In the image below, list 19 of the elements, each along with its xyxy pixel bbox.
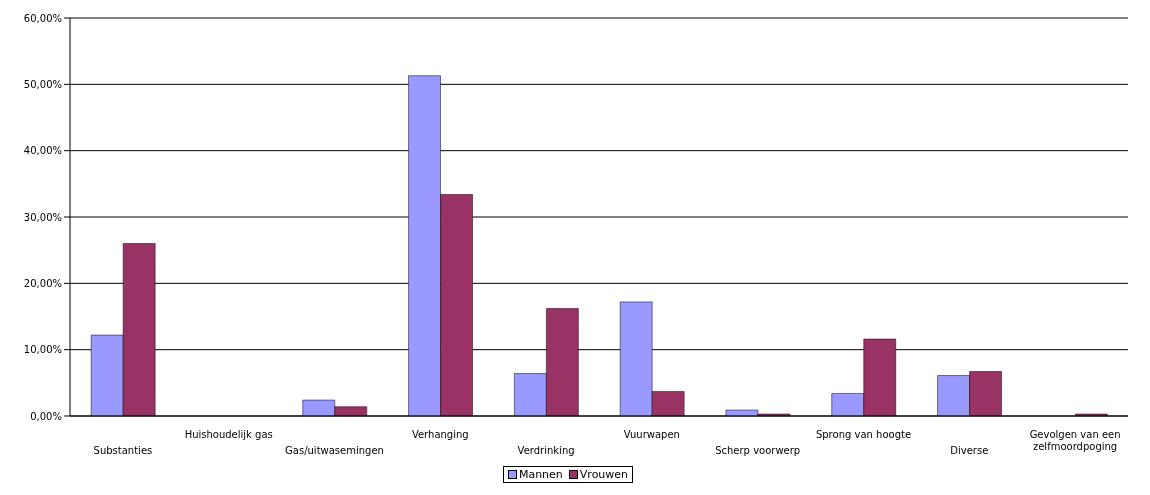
x-tick-label: Scherp voorwerp: [715, 445, 801, 456]
y-tick-label: 40,00%: [23, 145, 62, 157]
x-tick-label: Diverse: [950, 445, 989, 456]
x-tick-label: Huishoudelijk gas: [184, 429, 273, 440]
legend-label: Vrouwen: [578, 468, 629, 481]
x-tick-label: Sprong van hoogte: [815, 429, 912, 440]
x-tick-label: Gevolgen van een zelfmoordpoging: [1029, 429, 1121, 452]
y-tick-label: 20,00%: [23, 277, 62, 289]
y-tick-label: 50,00%: [23, 78, 62, 90]
y-tick-label: 0,00%: [30, 410, 62, 422]
legend-label: Mannen: [517, 468, 563, 481]
y-tick-label: 30,00%: [23, 211, 62, 223]
x-tick-label: Vuurwapen: [623, 429, 680, 440]
x-tick-label: Verdrinking: [517, 445, 575, 456]
y-tick-label: 10,00%: [23, 344, 62, 356]
x-tick-label: Gas/uitwasemingen: [285, 445, 384, 456]
x-tick-label: Verhanging: [411, 429, 469, 440]
x-tick-label: Substanties: [93, 445, 153, 456]
y-tick-label: 60,00%: [23, 12, 62, 24]
